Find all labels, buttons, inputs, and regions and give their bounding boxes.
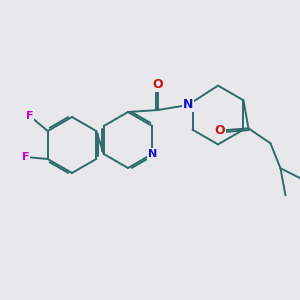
Text: N: N	[148, 149, 157, 159]
Text: O: O	[153, 77, 163, 91]
Text: F: F	[22, 152, 29, 162]
Text: O: O	[214, 124, 225, 137]
Text: N: N	[183, 98, 193, 112]
Text: F: F	[26, 111, 34, 121]
